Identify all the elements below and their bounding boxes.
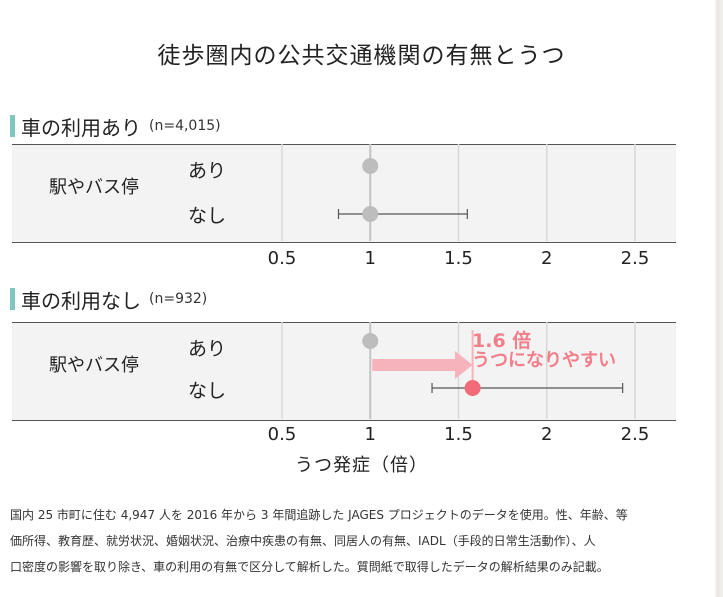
x-tick-label: 0.5 <box>267 424 297 445</box>
x-tick-label: 0.5 <box>267 248 297 269</box>
annotation-1-6x: 1.6 倍 うつになりやすい <box>472 331 616 371</box>
footnote-line: 口密度の影響を取り除き、車の利用の有無で区分して解析した。質問紙で取得したデータ… <box>10 560 609 574</box>
forest-plot-car-yes <box>281 144 636 241</box>
x-tick-labels-car-yes: 0.5 1 1.5 2 2.5 <box>12 248 676 270</box>
section-title-text: 車の利用なし <box>21 288 141 313</box>
row-label-nashi: なし <box>188 205 227 227</box>
x-tick-label: 1 <box>364 248 376 269</box>
row-label-ari: あり <box>188 160 227 182</box>
sample-size-label: (n=932) <box>149 291 208 307</box>
footnote-line: 国内 25 市町に住む 4,947 人を 2016 年から 3 年間追跡した J… <box>10 508 628 522</box>
footnote: 国内 25 市町に住む 4,947 人を 2016 年から 3 年間追跡した J… <box>10 502 710 580</box>
section-accent-bar <box>10 288 15 310</box>
section-accent-bar <box>10 115 15 137</box>
x-tick-labels-car-no: 0.5 1 1.5 2 2.5 <box>12 424 676 446</box>
x-tick-label: 2.5 <box>620 424 650 445</box>
forest-plot-car-no <box>281 322 636 419</box>
x-axis-label: うつ発症（倍） <box>295 455 428 476</box>
section-title-car-yes: 車の利用あり (n=4,015) <box>10 114 221 140</box>
data-point <box>362 158 379 174</box>
panel-car-yes: 駅やバス停 あり なし <box>12 144 676 243</box>
row-label-nashi: なし <box>188 380 227 402</box>
x-tick-label: 1.5 <box>444 248 473 269</box>
annotation-arrow-shaft <box>372 359 455 371</box>
group-label: 駅やバス停 <box>49 355 139 376</box>
section-title-text: 車の利用あり <box>21 115 141 140</box>
x-tick-label: 2.5 <box>620 248 650 269</box>
chart-title: 徒歩圏内の公共交通機関の有無とうつ <box>157 43 566 69</box>
sample-size-label: (n=4,015) <box>149 118 221 134</box>
x-tick-label: 2 <box>541 248 553 269</box>
x-tick-label: 1 <box>364 424 376 445</box>
data-point <box>362 206 379 222</box>
data-point <box>362 333 379 349</box>
footnote-line: 価所得、教育歴、就労状況、婚姻状況、治療中疾患の有無、同居人の有無、IADL（手… <box>10 534 596 548</box>
annotation-text: うつになりやすい <box>472 350 616 371</box>
group-label: 駅やバス停 <box>49 177 139 198</box>
row-label-ari: あり <box>188 338 227 360</box>
annotation-arrow-head <box>454 351 473 379</box>
section-title-car-no: 車の利用なし (n=932) <box>10 287 208 313</box>
data-point <box>464 380 481 396</box>
annotation-ratio: 1.6 倍 <box>472 330 532 352</box>
panel-car-no: 駅やバス停 あり なし <box>12 322 676 421</box>
right-edge-strip <box>714 0 723 597</box>
x-tick-label: 1.5 <box>444 424 473 445</box>
x-tick-label: 2 <box>541 424 553 445</box>
